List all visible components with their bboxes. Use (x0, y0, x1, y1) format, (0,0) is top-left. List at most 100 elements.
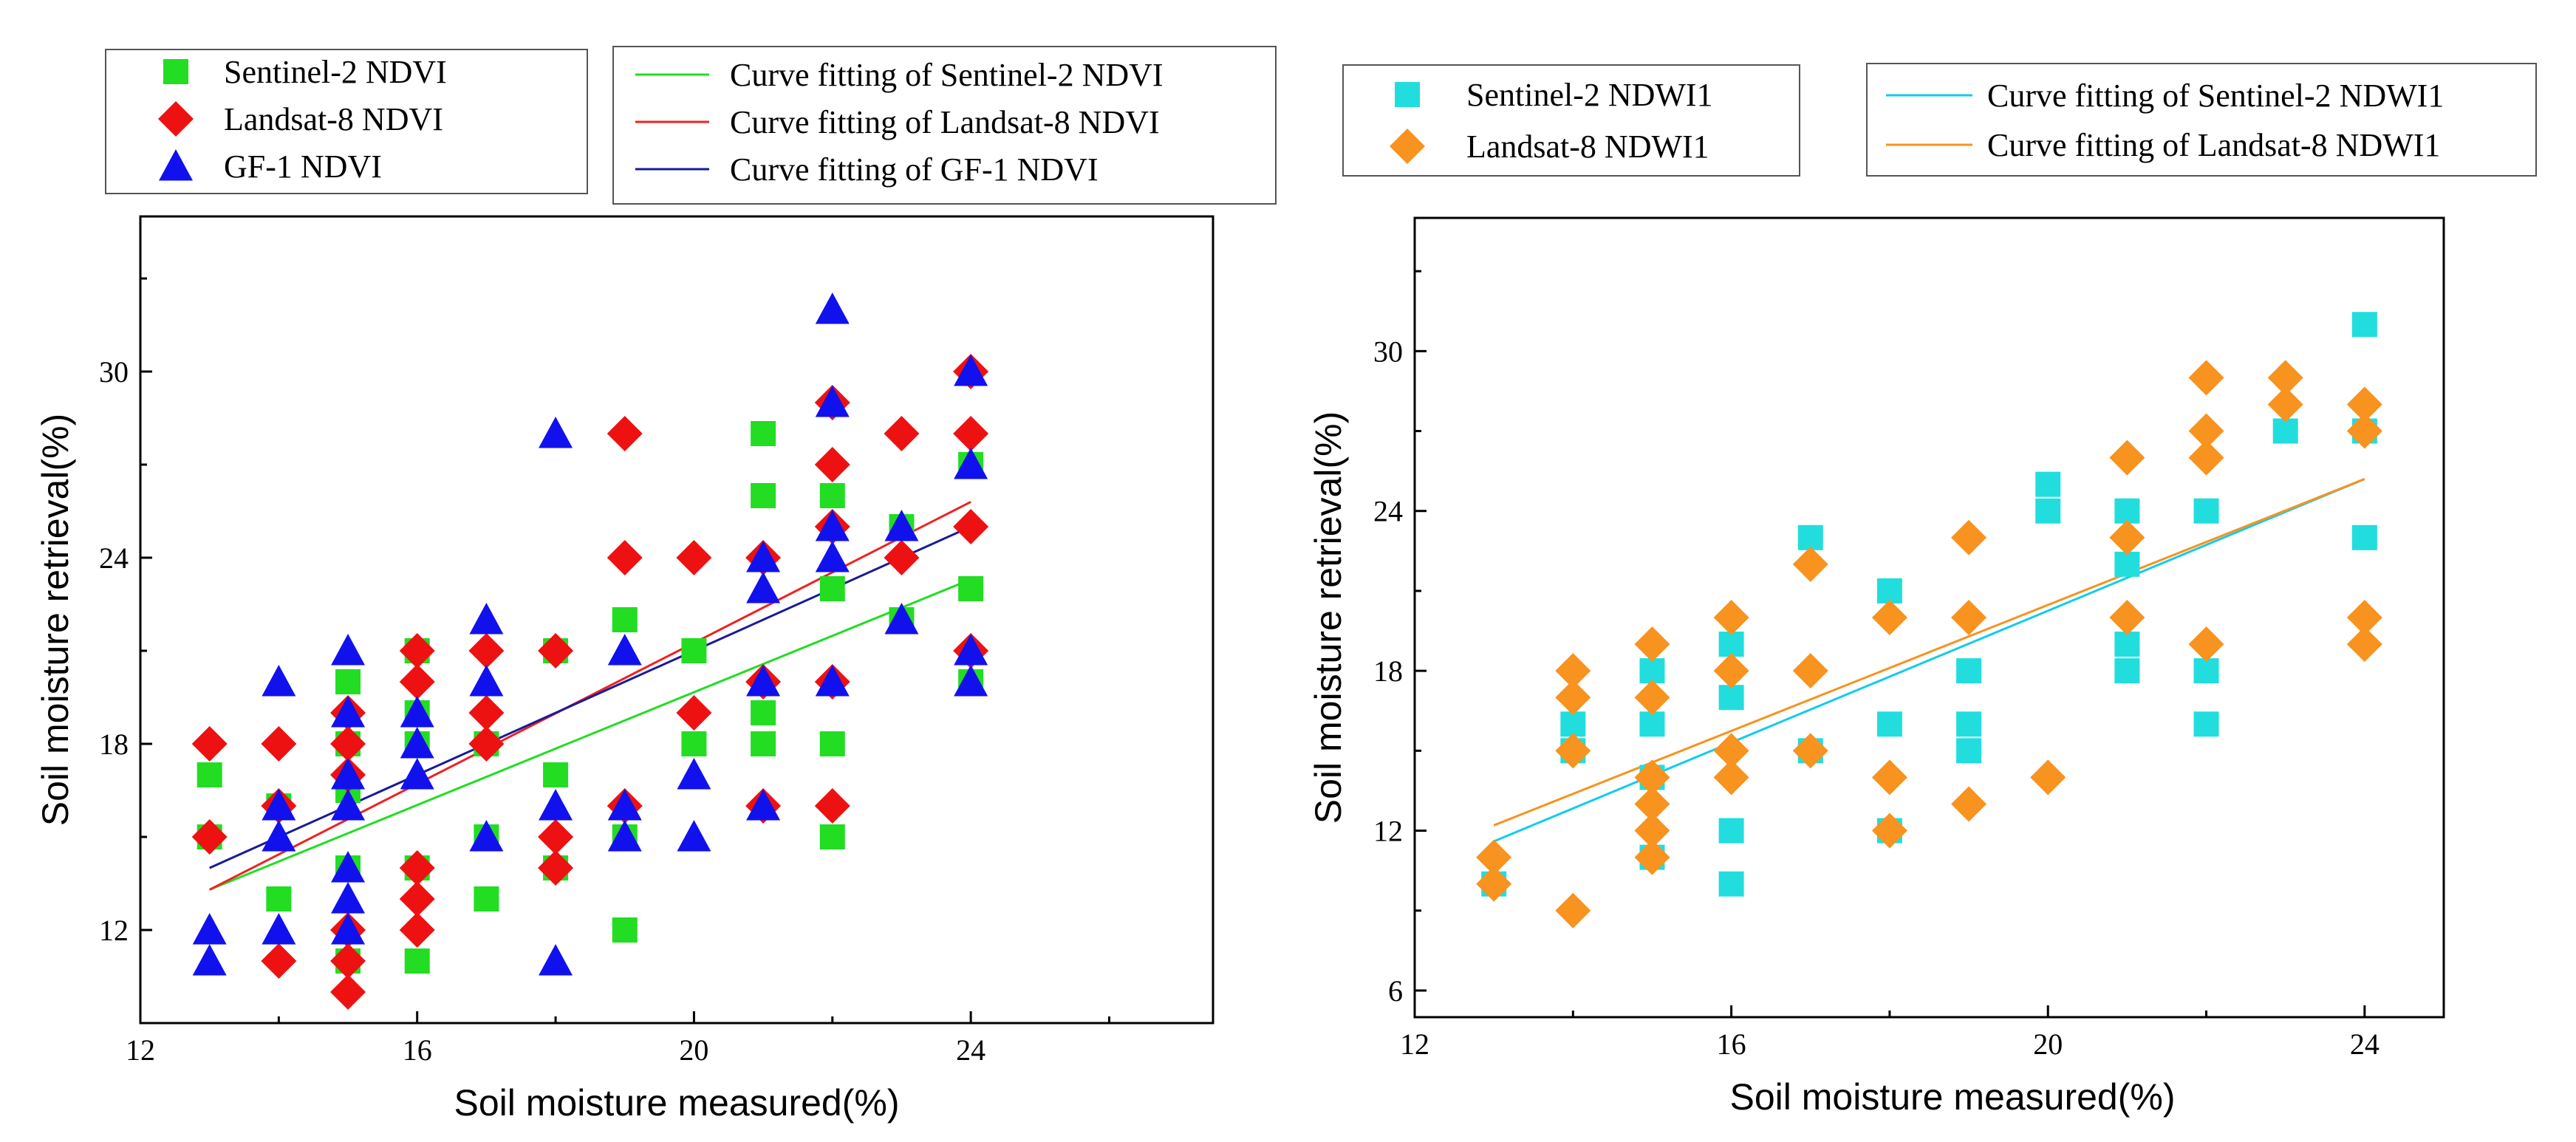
data-point (1634, 680, 1670, 716)
y-tick-label: 12 (99, 914, 129, 947)
data-point (468, 726, 505, 762)
data-point (884, 540, 920, 575)
data-point (469, 665, 504, 697)
fit-line (209, 525, 971, 869)
y-tick-label: 24 (1373, 495, 1403, 528)
data-point (1718, 685, 1744, 711)
right-fits-legend-box (1866, 63, 2537, 177)
data-point (331, 882, 366, 914)
data-point (1797, 524, 1823, 550)
data-point (539, 944, 573, 976)
data-point (1713, 759, 1749, 796)
data-point (1634, 626, 1670, 663)
legend-label: Curve fitting of Landsat-8 NDVI (730, 104, 1160, 140)
data-point (2193, 658, 2219, 684)
data-point (2109, 600, 2145, 635)
data-point (330, 726, 366, 762)
data-point (469, 603, 504, 635)
data-point (331, 696, 366, 728)
data-point (2188, 360, 2224, 396)
left-axes: 12 16 20 24 12 18 24 30 (99, 277, 1110, 1067)
data-point (2109, 519, 2145, 555)
data-point (399, 850, 435, 886)
data-point (538, 633, 574, 669)
data-point (953, 509, 989, 544)
data-point (2267, 386, 2303, 423)
data-point (538, 850, 574, 886)
data-point (2188, 440, 2224, 476)
data-point (1871, 813, 1907, 849)
right-scatter-points (1476, 312, 2382, 929)
data-point (331, 851, 366, 883)
data-point (1713, 733, 1749, 769)
data-point (399, 664, 435, 700)
data-point (958, 576, 984, 601)
data-point (1951, 519, 1987, 555)
legend-label: Sentinel-2 NDVI (224, 54, 447, 90)
data-point (607, 634, 642, 666)
data-point (1956, 658, 1982, 684)
data-point (681, 638, 707, 663)
legend-label: Curve fitting of Sentinel-2 NDWI1 (1987, 78, 2444, 114)
left-fits-legend-box (612, 46, 1277, 205)
data-point (2188, 413, 2224, 449)
right-fits-legend: Curve fitting of Sentinel-2 NDWI1 Curve f… (1886, 78, 2444, 163)
data-point (2351, 524, 2377, 550)
data-point (884, 416, 920, 451)
data-point (331, 789, 366, 821)
data-point (1951, 600, 1987, 635)
data-point (815, 541, 850, 572)
data-point (884, 603, 919, 635)
data-point (819, 731, 845, 756)
data-point (607, 540, 643, 575)
y-tick-label: 18 (99, 728, 129, 761)
fit-line (208, 501, 971, 891)
data-point (1718, 632, 1744, 657)
data-point (814, 788, 850, 824)
data-point (746, 572, 781, 604)
data-point (539, 789, 573, 821)
left-markers-legend: Sentinel-2 NDVI Landsat-8 NDVI GF-1 NDVI (158, 54, 447, 185)
data-point (538, 819, 574, 855)
data-point (1713, 653, 1749, 689)
data-point (2346, 600, 2382, 635)
data-point (612, 607, 638, 632)
x-tick-label: 20 (2033, 1028, 2063, 1061)
data-point (2109, 440, 2145, 476)
data-point (404, 948, 430, 974)
data-point (681, 731, 707, 756)
data-point (1956, 738, 1982, 764)
data-point (1718, 818, 1744, 844)
y-tick-label: 30 (99, 355, 129, 389)
fit-line (209, 578, 971, 891)
data-point (2193, 498, 2219, 524)
data-point (954, 634, 988, 666)
data-point (192, 944, 227, 976)
y-tick-label: 18 (1373, 654, 1403, 688)
data-point (2035, 471, 2061, 497)
data-point (1634, 839, 1670, 875)
data-point (2114, 551, 2140, 577)
data-point (1555, 892, 1591, 929)
right-y-axis-label: Soil moisture retrieval(%) (1308, 411, 1349, 824)
right-markers-legend: Sentinel-2 NDWI1 Landsat-8 NDWI1 (1390, 77, 1713, 165)
data-point (266, 886, 292, 912)
data-point (819, 824, 845, 849)
data-point (2114, 658, 2140, 684)
data-point (676, 540, 712, 575)
left-fit-lines (208, 501, 971, 891)
data-point (1560, 711, 1586, 737)
data-point (1476, 839, 1512, 875)
data-point (400, 727, 434, 759)
data-point (751, 700, 776, 725)
data-point (400, 696, 434, 728)
data-point (261, 943, 297, 979)
data-point (1871, 759, 1907, 796)
left-plot-frame (139, 215, 1214, 1025)
data-point (474, 886, 499, 912)
data-point (191, 819, 228, 855)
data-point (399, 912, 435, 948)
fit-line (1493, 478, 2365, 843)
legend-label: Curve fitting of Sentinel-2 NDVI (730, 57, 1164, 93)
data-point (2267, 360, 2303, 396)
